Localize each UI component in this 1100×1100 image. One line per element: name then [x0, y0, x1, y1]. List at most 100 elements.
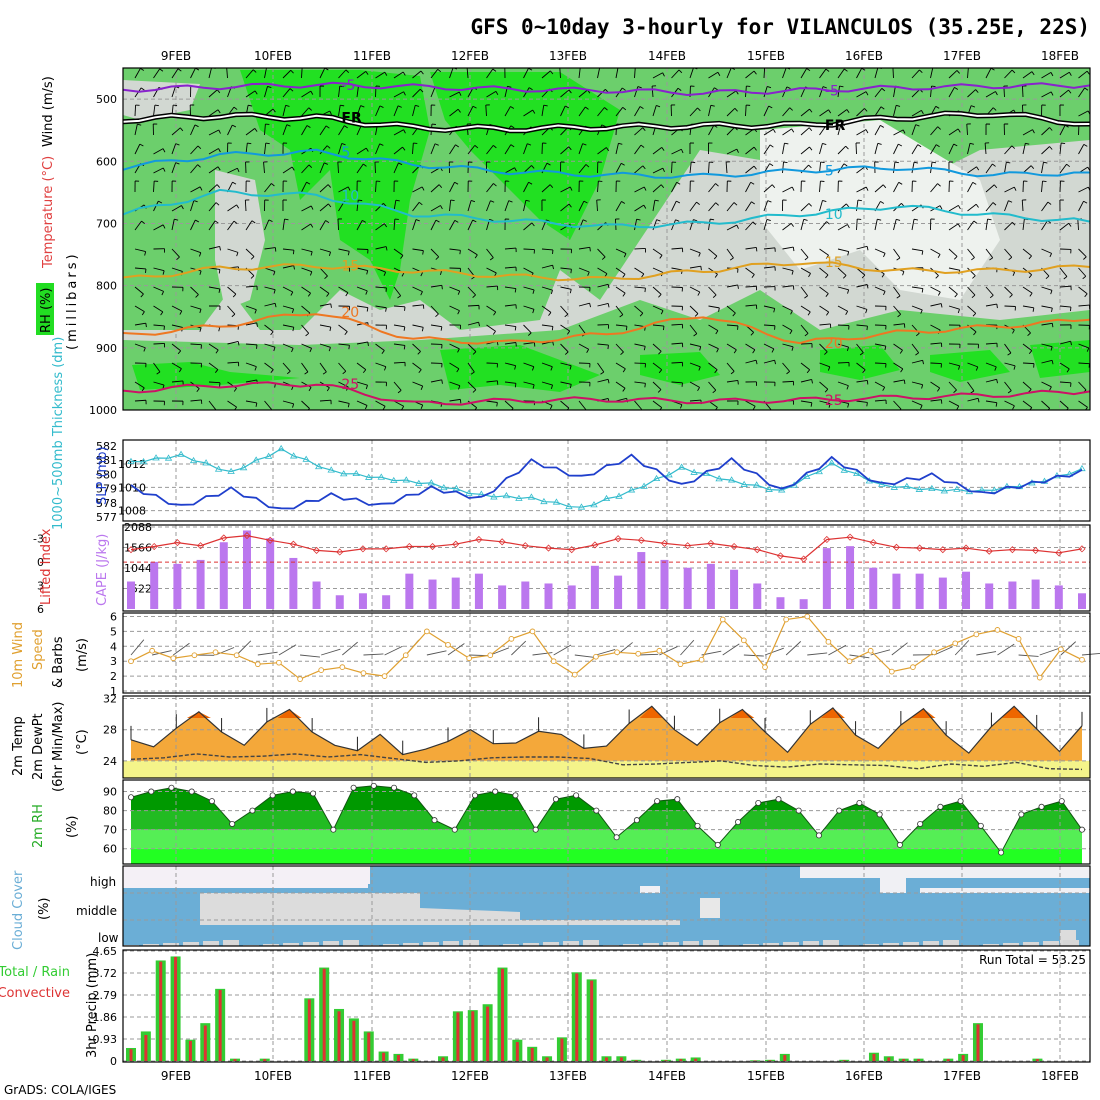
- wind-barb-flag: [644, 288, 646, 293]
- precip-convective-bar: [456, 1012, 460, 1061]
- wind-barb: [338, 143, 343, 155]
- wind-speed-point: [297, 676, 303, 682]
- li-point: [197, 542, 205, 550]
- thickness-point: [340, 470, 348, 477]
- wind-barb: [301, 343, 312, 349]
- wind-barb: [1041, 248, 1052, 254]
- wind-barb-flag: [291, 348, 294, 353]
- wind-barb: [301, 305, 311, 314]
- thickness-point: [990, 486, 999, 493]
- wind-barb-flag: [569, 186, 573, 191]
- wind-barb: [190, 200, 195, 212]
- wind-barb: [967, 89, 976, 98]
- wind-barb-flag: [474, 254, 478, 259]
- wind-barb-flag: [790, 223, 794, 227]
- wind-barb-flag: [440, 326, 443, 331]
- wind-barb: [208, 286, 220, 290]
- wind-barb-flag: [218, 327, 221, 332]
- wind-barb-flag: [366, 307, 369, 312]
- wind-barb: [227, 167, 238, 174]
- wind-barb-flag: [809, 146, 813, 151]
- cape-bar: [637, 552, 646, 609]
- wind-barb-flag: [292, 403, 295, 408]
- precip-convective-bar: [902, 1059, 906, 1061]
- wind-barb: [1004, 186, 1015, 193]
- li-point: [475, 535, 483, 544]
- thickness-tick: 577: [96, 511, 117, 524]
- wind-barb-flag: [402, 71, 406, 76]
- wind-barb-flag: [992, 107, 997, 111]
- wind-barb-flag: [896, 295, 901, 299]
- wind-barb: [634, 381, 646, 384]
- wind-barb-flag: [660, 310, 664, 315]
- rh-point: [998, 849, 1005, 856]
- wind-barb-flag: [292, 327, 295, 332]
- minmax-label: (6hr Min/Max): [51, 702, 66, 792]
- wind-barb: [486, 267, 497, 274]
- wind-barb: [911, 162, 915, 174]
- wind-barb-flag: [472, 105, 477, 109]
- wind-barb-flag: [903, 379, 906, 384]
- wind-speed-point: [783, 616, 789, 623]
- li-point: [614, 535, 622, 543]
- wind-barb-flag: [897, 313, 901, 318]
- wind-barb-flag: [549, 405, 553, 410]
- wind-barb-flag: [865, 309, 868, 314]
- wind-barb: [541, 324, 553, 327]
- wind-barb-flag: [1082, 275, 1087, 280]
- wind-barb: [486, 380, 498, 383]
- wind-barb-flag: [1027, 332, 1031, 336]
- wind-barb-flag: [255, 402, 258, 407]
- wind-barb: [745, 104, 747, 117]
- wind-barb: [726, 148, 738, 155]
- wind-barb: [319, 145, 328, 155]
- wind-barb-flag: [589, 303, 591, 308]
- wind-barb-flag: [847, 251, 850, 256]
- wind-barb: [393, 218, 396, 231]
- low-cloud-step: [1043, 941, 1059, 946]
- wind-barb-flag: [267, 85, 272, 89]
- wind-barb: [171, 324, 183, 328]
- wind-barb-flag: [659, 254, 663, 259]
- precip-convective-bar: [575, 973, 579, 1061]
- wind-barb: [486, 68, 494, 79]
- wind-barb-flag: [752, 406, 756, 410]
- thickness-label: 1000~500mb Thickness (dm): [51, 337, 66, 530]
- low-cloud-step: [223, 940, 239, 946]
- wind-barb-flag: [265, 142, 270, 145]
- wind-barb-flag: [365, 147, 369, 152]
- wind-barb: [356, 267, 368, 271]
- wind-barb-flag: [859, 352, 864, 356]
- wind-barb-flag: [345, 292, 349, 297]
- wind-barb: [541, 184, 551, 193]
- wind-barb-flag: [1050, 72, 1054, 77]
- wind-barb: [523, 267, 534, 274]
- wind-barb: [523, 324, 532, 334]
- wind-barb: [837, 286, 849, 291]
- wind-barb: [634, 204, 645, 212]
- wind-barb-flag: [607, 284, 610, 289]
- wind-barb: [651, 86, 654, 98]
- low-cloud-step: [143, 944, 159, 946]
- wind-speed-point: [698, 656, 705, 663]
- wind-barb-flag: [421, 186, 425, 191]
- wind-barb: [449, 248, 461, 251]
- wind-barb: [375, 400, 386, 407]
- wind-barb-flag: [248, 104, 253, 107]
- wind-barb: [504, 362, 516, 367]
- thickness-tick: 582: [96, 440, 117, 453]
- wind-barb-flag: [162, 224, 166, 229]
- wind-barb-flag: [489, 257, 494, 261]
- rh-point: [633, 817, 640, 824]
- wind-barb: [449, 144, 456, 155]
- wind-barb: [745, 343, 756, 351]
- wind-barb: [911, 359, 923, 364]
- wind-barb-flag: [1050, 346, 1053, 351]
- cape-bar: [753, 583, 762, 609]
- slp-line: [130, 453, 1083, 510]
- wind-barb: [486, 400, 498, 403]
- wind-barb: [819, 221, 827, 231]
- wind-barb: [800, 400, 812, 404]
- wind-barb-flag: [1083, 143, 1088, 147]
- wind-barb-flag: [510, 106, 515, 109]
